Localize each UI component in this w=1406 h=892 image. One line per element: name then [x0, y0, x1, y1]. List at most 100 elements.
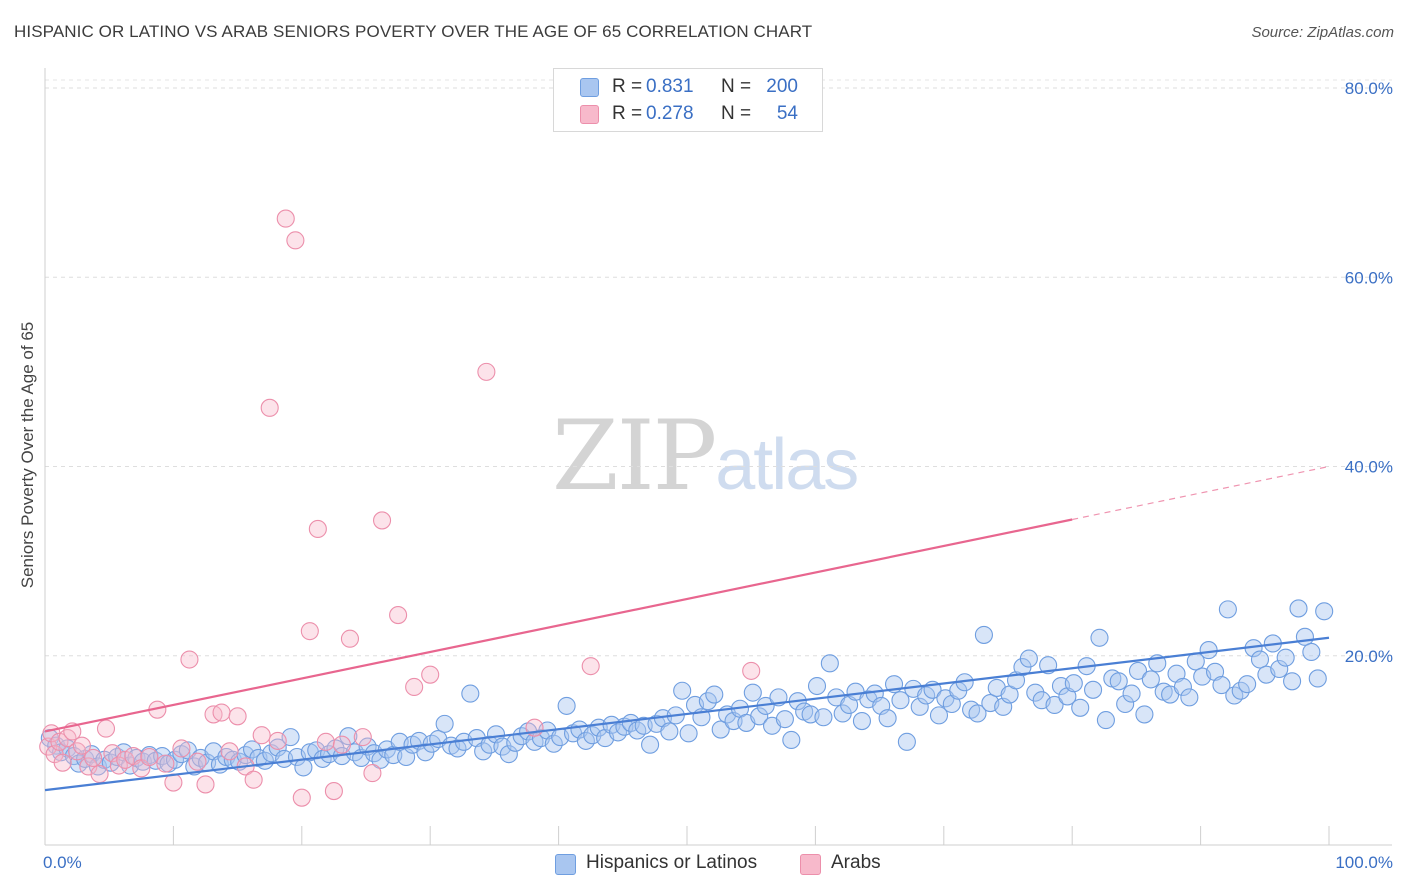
data-point-arabs — [300, 622, 319, 641]
data-point-hispanics — [878, 709, 897, 728]
data-point-arabs — [477, 362, 496, 381]
watermark-atlas: atlas — [715, 425, 859, 505]
data-point-arabs — [421, 665, 440, 684]
legend-n-label: N = — [721, 103, 752, 124]
data-point-hispanics — [698, 692, 717, 711]
data-point-hispanics — [1289, 599, 1308, 618]
legend-label-hispanics: Hispanics or Latinos — [586, 852, 758, 873]
data-point-hispanics — [1128, 661, 1148, 680]
data-point-hispanics — [750, 707, 769, 726]
data-point-hispanics — [1045, 695, 1064, 715]
x-tick-label: 0.0% — [43, 853, 82, 872]
correlation-legend: R = 0.831 N = 200 R = 0.278 N = 54 — [553, 68, 823, 132]
data-point-hispanics — [557, 696, 576, 715]
data-point-arabs — [260, 398, 279, 417]
legend-n-value: 54 — [776, 103, 798, 124]
y-tick-label: 60.0% — [1345, 268, 1393, 287]
trend-lines — [44, 465, 1330, 792]
data-point-arabs — [96, 719, 116, 738]
data-point-hispanics — [1090, 628, 1109, 647]
data-point-arabs — [68, 742, 87, 761]
legend-swatch-arabs — [580, 105, 599, 124]
data-point-arabs — [292, 788, 311, 807]
data-point-hispanics — [448, 739, 467, 758]
data-point-arabs — [84, 748, 103, 767]
data-point-hispanics — [1026, 683, 1045, 702]
data-point-hispanics — [294, 758, 313, 777]
data-point-arabs — [742, 661, 761, 680]
data-point-arabs — [228, 707, 247, 726]
data-point-hispanics — [268, 738, 287, 757]
legend-swatch-arabs — [800, 854, 821, 875]
y-tick-label: 80.0% — [1345, 79, 1393, 98]
series-hispanics-points — [40, 599, 1334, 777]
legend-r-label: R = — [612, 76, 643, 97]
data-point-arabs — [316, 732, 335, 751]
data-point-hispanics — [743, 683, 762, 702]
data-point-arabs — [72, 736, 91, 755]
data-point-hispanics — [782, 730, 801, 750]
data-point-hispanics — [641, 735, 660, 754]
axes — [44, 68, 1392, 846]
data-point-hispanics — [1071, 698, 1090, 717]
data-point-arabs — [188, 752, 207, 771]
gridlines — [45, 79, 1392, 657]
data-point-arabs — [405, 677, 424, 697]
data-point-arabs — [363, 764, 382, 783]
trend-line-hispanics — [44, 636, 1330, 792]
chart-source: Source: ZipAtlas.com — [1251, 24, 1394, 41]
data-point-arabs — [90, 764, 109, 784]
data-point-arabs — [286, 231, 305, 250]
data-point-hispanics — [1231, 681, 1250, 700]
data-point-hispanics — [1141, 670, 1160, 689]
data-point-hispanics — [820, 654, 839, 673]
legend-row-arabs: R = 0.278 N = 54 — [554, 101, 822, 127]
data-point-hispanics — [852, 711, 871, 731]
data-point-hispanics — [775, 710, 794, 729]
data-point-arabs — [244, 770, 263, 789]
data-point-hispanics — [1019, 649, 1038, 668]
data-point-arabs — [196, 775, 215, 794]
data-point-hispanics — [1116, 694, 1135, 714]
data-point-arabs — [308, 519, 327, 539]
data-point-hispanics — [968, 704, 987, 723]
data-point-hispanics — [929, 706, 949, 725]
legend-label-arabs: Arabs — [831, 852, 881, 873]
data-point-hispanics — [1039, 656, 1058, 675]
legend-r-value: 0.831 — [646, 76, 694, 97]
watermark: ZIPatlas — [552, 400, 859, 512]
data-point-hispanics — [1276, 648, 1295, 667]
data-point-hispanics — [1302, 642, 1321, 662]
trend-line-arabs-extrapolated — [1072, 465, 1330, 521]
legend-r-value: 0.278 — [646, 103, 694, 124]
data-point-hispanics — [1122, 684, 1141, 703]
legend-row-hispanics: R = 0.831 N = 200 — [554, 74, 822, 100]
data-point-hispanics — [461, 684, 480, 703]
data-point-arabs — [324, 782, 343, 801]
tick-labels: 20.0% 40.0% 60.0% 80.0% 0.0% 100.0% — [43, 79, 1393, 872]
data-point-hispanics — [814, 708, 833, 727]
data-point-arabs — [39, 737, 58, 756]
data-point-arabs — [252, 726, 271, 745]
y-tick-label: 40.0% — [1345, 458, 1393, 477]
data-point-arabs — [212, 703, 231, 722]
data-point-hispanics — [1064, 674, 1083, 693]
data-point-hispanics — [897, 732, 916, 751]
data-point-hispanics — [974, 625, 993, 644]
data-point-arabs — [156, 754, 175, 773]
data-point-hispanics — [499, 745, 518, 764]
legend-n-value: 200 — [766, 76, 798, 97]
data-point-hispanics — [1238, 675, 1257, 694]
data-point-hispanics — [1173, 677, 1192, 697]
trend-line-arabs — [44, 518, 1073, 733]
data-point-hispanics — [1218, 600, 1237, 619]
chart-title: HISPANIC OR LATINO VS ARAB SENIORS POVER… — [14, 22, 813, 41]
data-point-hispanics — [435, 714, 454, 733]
data-point-hispanics — [1250, 650, 1270, 669]
data-point-hispanics — [910, 697, 929, 716]
data-point-arabs — [353, 728, 372, 747]
data-point-hispanics — [1180, 688, 1199, 707]
data-point-arabs — [268, 731, 287, 750]
data-point-hispanics — [1212, 676, 1231, 695]
data-point-hispanics — [1109, 672, 1128, 691]
